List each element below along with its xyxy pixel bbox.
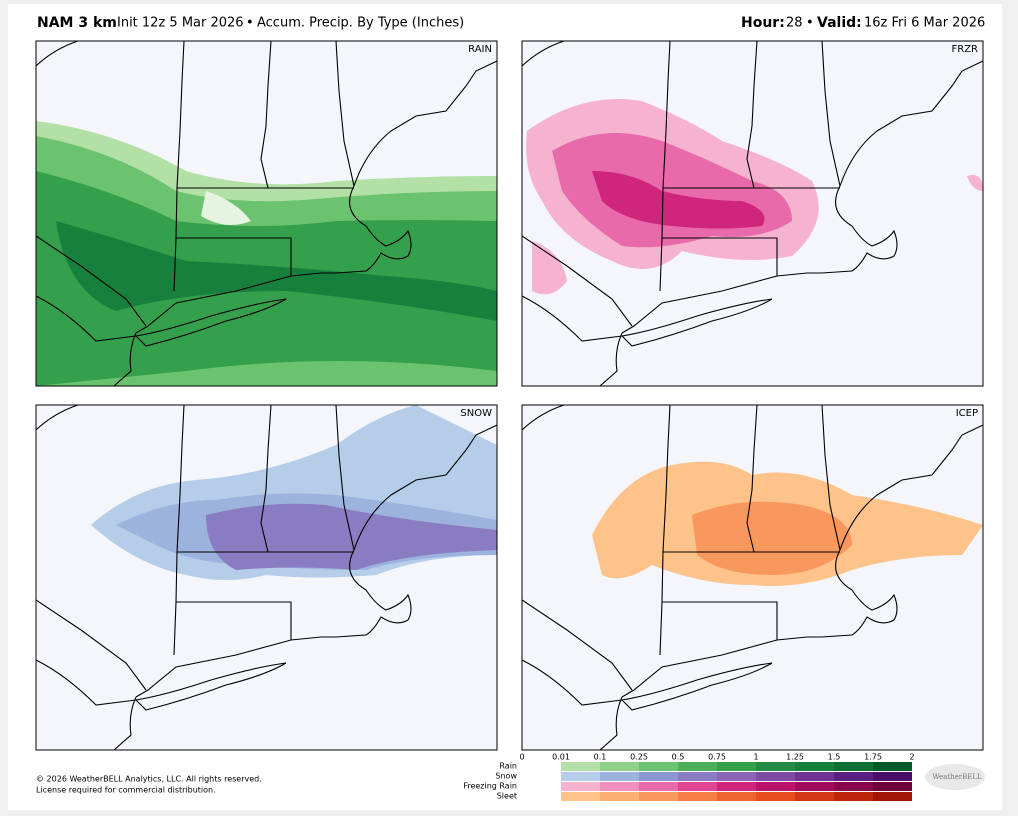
legend-swatch	[795, 762, 834, 771]
map-panel: SNOW	[35, 404, 498, 751]
legend-swatch	[678, 772, 717, 781]
product-name: Accum. Precip. By Type (Inches)	[257, 16, 464, 31]
precip-area	[592, 171, 765, 229]
legend-swatch	[639, 772, 678, 781]
panel-frame	[521, 40, 984, 387]
legend-swatch	[873, 782, 912, 791]
legend-swatch	[561, 782, 600, 791]
model-name: NAM 3 km	[37, 15, 117, 31]
legend-swatch	[756, 772, 795, 781]
panel-label: FRZR	[952, 44, 979, 55]
legend-swatch	[678, 782, 717, 791]
hour-value: 28	[786, 16, 803, 31]
legend-swatch	[678, 762, 717, 771]
legend-row-label: Sleet	[497, 792, 517, 801]
legend-swatch	[873, 792, 912, 801]
legend-swatch	[717, 762, 756, 771]
precip-area	[967, 175, 983, 191]
separator: •	[806, 16, 814, 31]
logo-text: WeatherBELL	[932, 773, 982, 781]
legend-row-label: Snow	[495, 772, 517, 781]
legend-swatch	[834, 782, 873, 791]
legend-tick-label: 0	[519, 753, 524, 762]
valid-label: Valid:	[817, 15, 862, 31]
precip-area	[692, 501, 852, 575]
legend-tick-label: 0.75	[708, 753, 726, 762]
legend-swatch	[600, 772, 639, 781]
legend-swatch	[717, 772, 756, 781]
legend-swatch	[639, 792, 678, 801]
legend-swatch	[600, 792, 639, 801]
precip-area	[56, 221, 497, 321]
logo-badge	[925, 764, 985, 790]
legend-swatch	[561, 772, 600, 781]
legend-swatch	[834, 772, 873, 781]
legend-row-label: Freezing Rain	[463, 782, 517, 791]
precip-area	[532, 241, 567, 295]
panel-label: SNOW	[460, 408, 492, 419]
legend-swatch	[600, 762, 639, 771]
separator: •	[246, 16, 254, 31]
legend-swatch	[600, 782, 639, 791]
legend-swatch	[717, 792, 756, 801]
panel-frame	[35, 40, 498, 387]
copyright: © 2026 WeatherBELL Analytics, LLC. All r…	[36, 775, 262, 784]
legend-row-label: Rain	[499, 762, 517, 771]
legend-tick-label: 1	[753, 753, 758, 762]
legend-swatch	[561, 762, 600, 771]
legend-swatch	[873, 762, 912, 771]
init-time: Init 12z 5 Mar 2026	[117, 16, 244, 31]
legend-swatch	[678, 792, 717, 801]
legend-swatch	[795, 792, 834, 801]
legend-tick-label: 1.25	[786, 753, 804, 762]
map-panel: FRZR	[521, 40, 984, 387]
legend-swatch	[717, 782, 756, 791]
map-panel: RAIN	[35, 40, 498, 387]
legend-tick-label: 0.1	[594, 753, 607, 762]
precip-gap	[201, 191, 251, 225]
panel-frame	[521, 404, 984, 751]
panel-frame	[35, 404, 498, 751]
license: License required for commercial distribu…	[36, 786, 216, 795]
legend-swatch	[795, 782, 834, 791]
legend-tick-label: 0.25	[630, 753, 648, 762]
valid-time: 16z Fri 6 Mar 2026	[864, 16, 985, 31]
legend-swatch	[756, 762, 795, 771]
map-panel: ICEP	[521, 404, 984, 751]
legend-swatch	[756, 792, 795, 801]
legend-swatch	[873, 772, 912, 781]
legend-swatch	[561, 792, 600, 801]
legend-swatch	[834, 762, 873, 771]
legend-swatch	[639, 762, 678, 771]
legend-tick-label: 0.5	[672, 753, 685, 762]
hour-label: Hour:	[741, 15, 785, 31]
legend-swatch	[834, 792, 873, 801]
panel-label: ICEP	[956, 408, 978, 419]
legend-tick-label: 2	[909, 753, 914, 762]
legend-tick-label: 0.01	[552, 753, 570, 762]
legend-swatch	[639, 782, 678, 791]
legend-swatch	[756, 782, 795, 791]
legend-tick-label: 1.75	[864, 753, 882, 762]
legend-swatch	[795, 772, 834, 781]
legend-tick-label: 1.5	[828, 753, 841, 762]
panel-label: RAIN	[468, 44, 492, 55]
color-legend: 0 0.01 0.1 0.25 0.5 0.75 1 1.25 1.5 1.75 2 RainSnow…	[463, 753, 915, 801]
